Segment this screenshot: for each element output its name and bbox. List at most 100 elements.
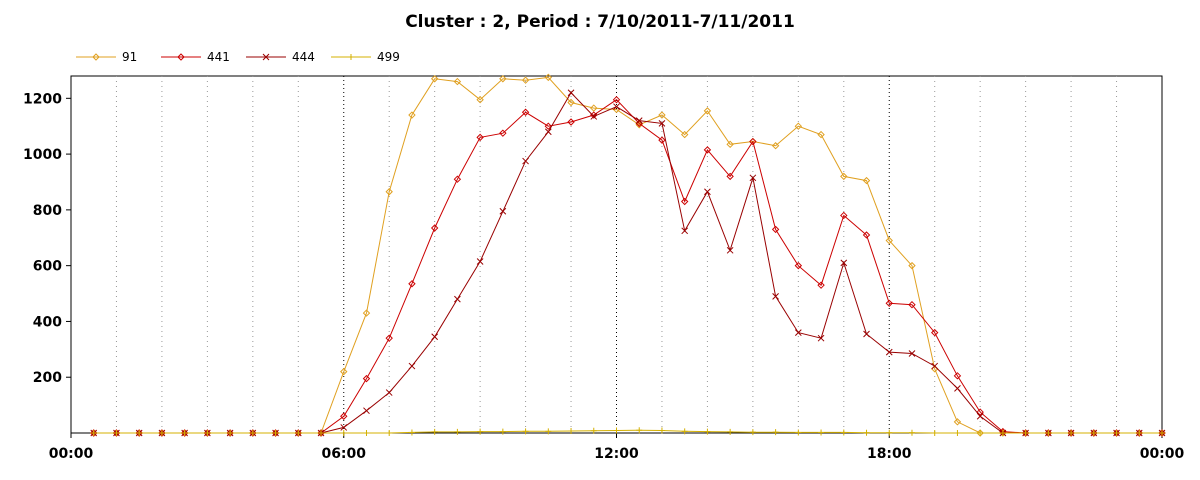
data-point-499 (908, 429, 915, 436)
data-point-444 (363, 407, 370, 415)
data-point-91 (476, 95, 484, 104)
data-point-444 (681, 227, 689, 235)
legend-item-441: 441 (161, 49, 230, 65)
data-point-444 (726, 246, 734, 254)
data-point-499 (681, 428, 688, 435)
data-point-91 (340, 367, 348, 376)
data-point-444 (522, 157, 529, 165)
data-point-441 (340, 412, 348, 420)
data-point-444 (454, 295, 461, 303)
legend-swatch (331, 54, 371, 60)
data-point-441 (931, 328, 939, 337)
plot-frame (70, 75, 1163, 434)
data-point-444 (658, 120, 666, 127)
data-point-444 (954, 385, 961, 392)
legend-label: 91 (122, 50, 138, 64)
data-point-499 (863, 429, 870, 436)
series-line-499 (93, 429, 1162, 434)
data-point-499 (977, 430, 984, 436)
data-point-499 (931, 430, 938, 436)
data-point-441 (362, 374, 371, 383)
data-point-444 (885, 348, 893, 356)
data-point-441 (953, 372, 962, 380)
data-point-444 (772, 292, 779, 300)
data-point-499 (1136, 430, 1143, 436)
data-point-91 (453, 77, 462, 86)
data-point-441 (703, 146, 712, 154)
legend-label: 441 (207, 50, 230, 64)
data-point-441 (453, 175, 462, 183)
data-point-441 (771, 225, 780, 234)
data-point-441 (726, 172, 734, 181)
data-point-499 (590, 427, 597, 434)
data-point-499 (295, 430, 302, 436)
legend-label: 444 (292, 50, 315, 64)
data-point-499 (840, 429, 847, 436)
data-point-444 (863, 330, 870, 338)
data-point-444 (476, 258, 484, 265)
legend-item-91: 91 (76, 49, 137, 65)
data-point-499 (181, 430, 188, 436)
data-point-499 (227, 430, 234, 436)
data-point-441 (885, 299, 893, 308)
data-point-91 (726, 140, 734, 149)
data-point-499 (90, 430, 97, 436)
data-point-91 (590, 104, 598, 112)
data-point-499 (1045, 430, 1052, 436)
data-point-91 (544, 73, 553, 82)
data-point-499 (749, 429, 756, 436)
data-point-91 (680, 130, 689, 139)
data-point-444 (976, 412, 984, 420)
data-point-441 (567, 118, 575, 126)
data-point-499 (772, 429, 779, 436)
data-point-91 (385, 188, 393, 196)
y-tick-label: 200 (33, 370, 62, 386)
data-point-441 (408, 280, 416, 288)
chart-title: Cluster : 2, Period : 7/10/2011-7/11/201… (405, 12, 795, 32)
data-point-499 (522, 428, 529, 435)
data-point-499 (477, 428, 484, 435)
data-point-499 (136, 430, 143, 436)
legend-swatch (246, 53, 286, 61)
data-point-444 (908, 350, 916, 357)
y-tick-label: 1000 (23, 147, 62, 163)
legend-marker (92, 53, 100, 61)
data-point-91 (771, 142, 780, 150)
data-point-91 (908, 261, 916, 270)
data-point-444 (567, 89, 575, 97)
data-point-444 (431, 333, 439, 341)
data-point-499 (158, 430, 165, 436)
data-point-441 (521, 108, 530, 116)
data-point-499 (431, 428, 438, 435)
data-point-441 (499, 129, 507, 137)
data-point-441 (385, 334, 393, 342)
data-point-441 (544, 122, 553, 130)
data-point-444 (499, 207, 507, 215)
data-point-499 (545, 428, 552, 435)
data-point-441 (749, 137, 757, 146)
legend-item-499: 499 (331, 49, 400, 65)
data-point-441 (476, 133, 484, 142)
data-point-499 (704, 428, 711, 435)
data-point-91 (567, 98, 575, 107)
data-point-499 (408, 429, 415, 436)
data-point-499 (204, 430, 211, 436)
legend-label: 499 (377, 50, 400, 64)
data-point-444 (794, 329, 802, 336)
data-point-499 (886, 429, 893, 436)
y-tick-label: 800 (33, 203, 62, 219)
data-point-91 (658, 111, 666, 119)
data-point-499 (340, 430, 347, 436)
data-point-91 (840, 172, 848, 181)
data-point-91 (794, 122, 803, 130)
data-point-444 (408, 362, 416, 370)
data-point-91 (862, 176, 871, 185)
data-point-499 (499, 428, 506, 435)
data-point-91 (521, 76, 530, 84)
data-point-91 (430, 75, 439, 83)
data-point-441 (612, 95, 621, 104)
data-point-444 (704, 188, 711, 196)
data-point-444 (385, 389, 393, 396)
